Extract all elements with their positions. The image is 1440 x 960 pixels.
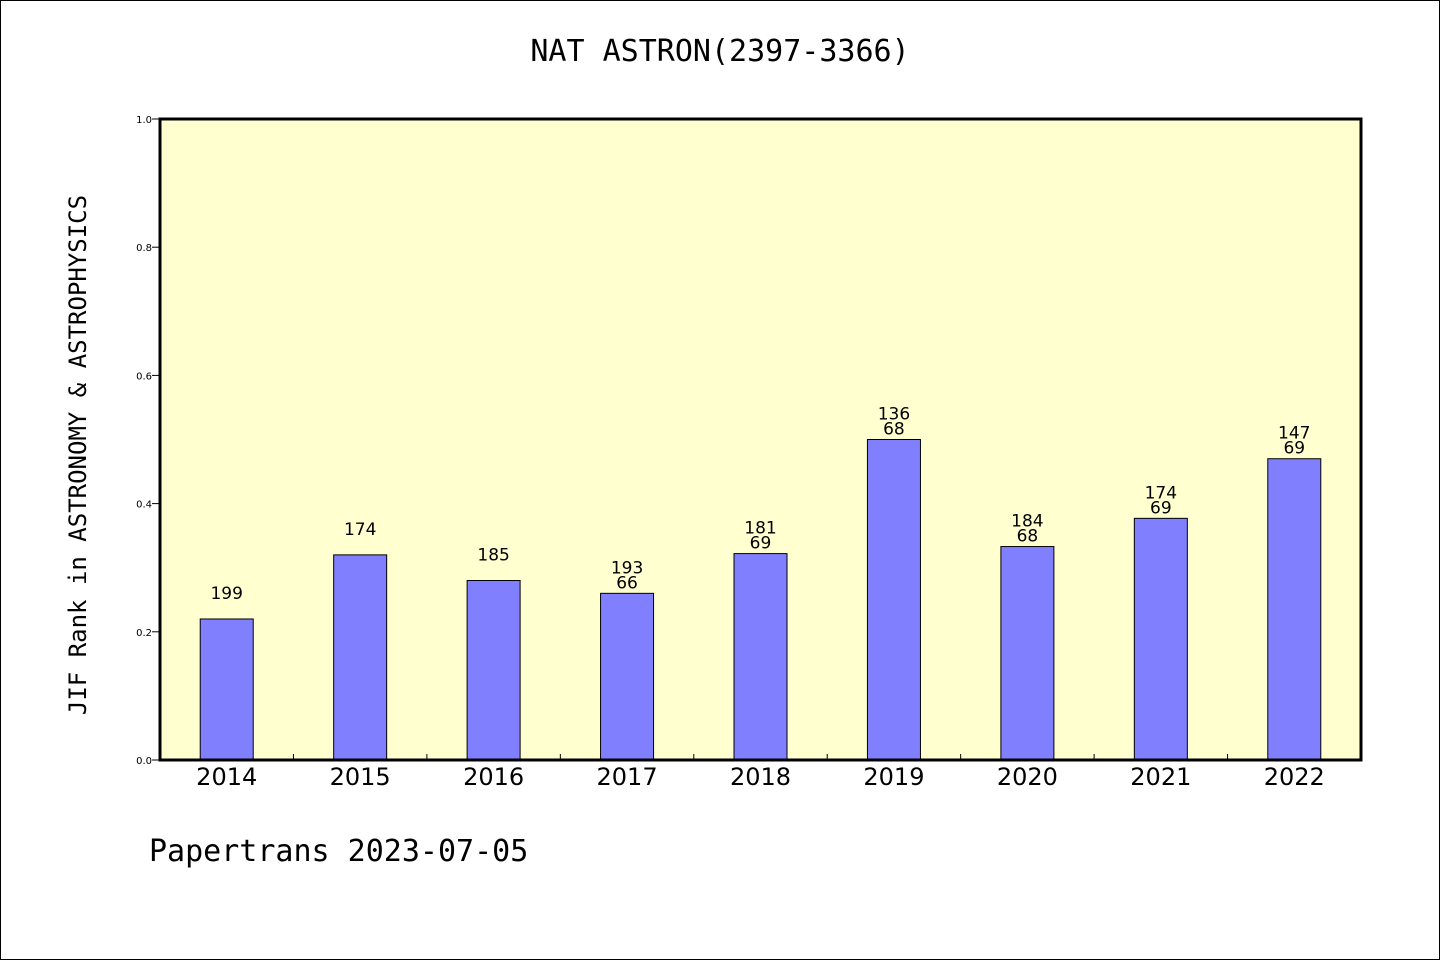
bar-data-label: 193 xyxy=(611,558,643,578)
y-tick-label: 0.0 xyxy=(136,756,152,767)
bar-data-label: 136 xyxy=(878,405,910,425)
bar-data-label: 69 xyxy=(1150,498,1172,518)
bar-data-label: 147 xyxy=(1278,424,1310,444)
bar-data-label: 68 xyxy=(1017,527,1039,547)
x-tick-label: 2019 xyxy=(863,763,924,791)
x-tick-label: 2018 xyxy=(730,763,791,791)
x-axis: 2014 2015 2016 2017 2018 2019 2020 2021 2022 xyxy=(196,754,1325,791)
x-tick-label: 2016 xyxy=(463,763,524,791)
y-axis: 0.0 0.2 0.4 0.6 0.8 1.0 xyxy=(136,115,160,767)
x-tick-label: 2014 xyxy=(196,763,257,791)
bar xyxy=(333,554,388,761)
footer-credit: Papertrans 2023-07-05 xyxy=(149,834,529,869)
bar-data-label: 199 xyxy=(210,584,242,604)
bar-data-label: 185 xyxy=(477,546,509,566)
y-tick-label: 0.8 xyxy=(136,243,152,254)
y-tick-label: 0.4 xyxy=(136,500,152,511)
bar-data-label: 66 xyxy=(616,573,638,593)
bar-data-label: 181 xyxy=(744,519,776,539)
x-tick-label: 2022 xyxy=(1264,763,1325,791)
bar xyxy=(600,592,655,761)
bar-data-label: 174 xyxy=(344,520,376,540)
bar xyxy=(866,439,921,761)
bar xyxy=(733,553,788,761)
bar-data-label: 174 xyxy=(1145,483,1177,503)
bar-data-label: 68 xyxy=(883,420,905,440)
bar xyxy=(1000,546,1055,761)
bar xyxy=(199,618,254,761)
bars-group xyxy=(199,439,1322,761)
bar-data-label: 69 xyxy=(1283,439,1305,459)
x-tick-label: 2021 xyxy=(1130,763,1191,791)
y-tick-label: 0.2 xyxy=(136,628,152,639)
bar-data-label: 184 xyxy=(1011,512,1043,532)
bar-data-label: 69 xyxy=(750,534,772,554)
chart-title: NAT ASTRON(2397-3366) xyxy=(530,34,910,69)
y-tick-label: 0.6 xyxy=(136,371,152,382)
bar xyxy=(1133,517,1188,761)
plot-border xyxy=(158,117,1363,762)
x-tick-label: 2015 xyxy=(330,763,391,791)
x-tick-label: 2020 xyxy=(997,763,1058,791)
x-tick-label: 2017 xyxy=(597,763,658,791)
y-tick-label: 1.0 xyxy=(136,115,152,126)
bar xyxy=(1267,458,1322,761)
bar xyxy=(466,580,521,761)
